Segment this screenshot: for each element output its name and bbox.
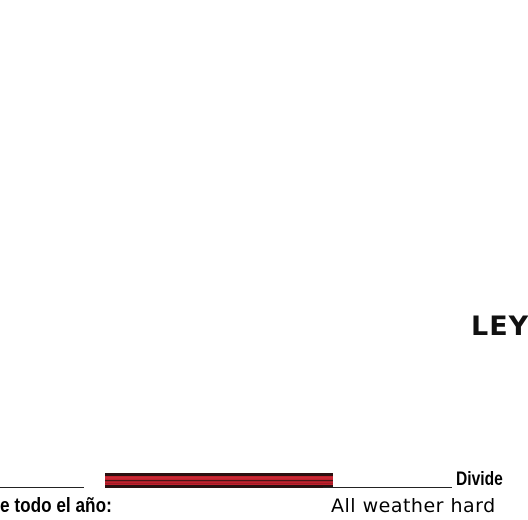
- legend-title: LEY: [471, 311, 528, 342]
- legend-rule-left: [0, 487, 84, 488]
- all-weather-label-english: All weather hard: [331, 495, 496, 517]
- all-weather-label-spanish: e todo el año:: [0, 495, 112, 517]
- legend-rule-right: [323, 487, 452, 488]
- divided-highway-label: Divide: [456, 469, 503, 490]
- divided-highway-line-icon: [105, 473, 333, 488]
